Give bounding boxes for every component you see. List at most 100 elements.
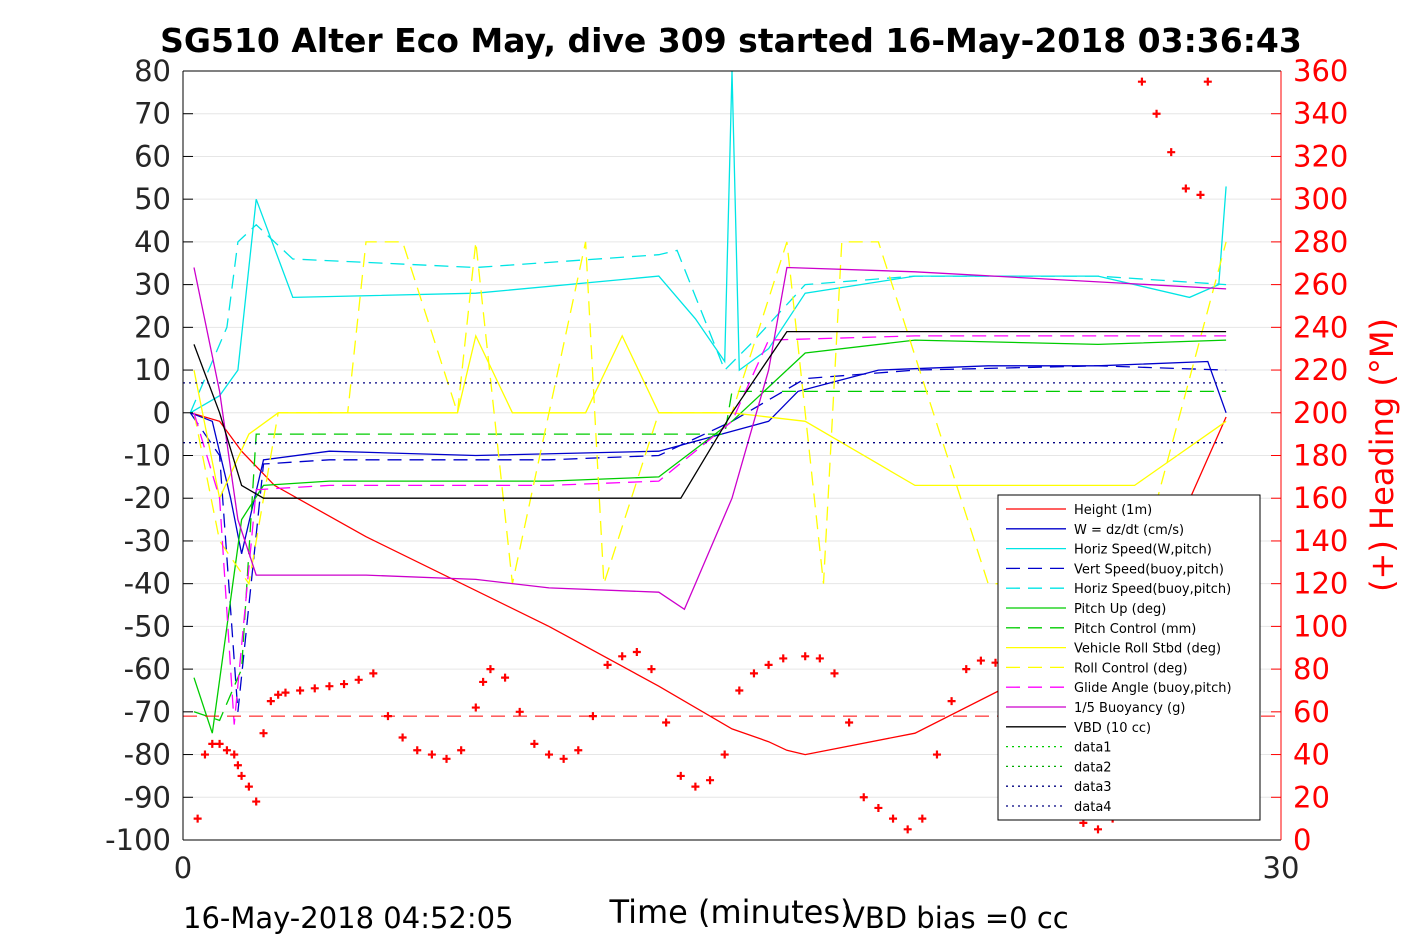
- series-line-1: [190, 360, 1227, 554]
- heading-point: [193, 814, 202, 823]
- y-tick-label: -90: [124, 780, 171, 814]
- heading-point: [413, 746, 422, 755]
- y-tick-label: -50: [124, 609, 171, 643]
- legend-label: Horiz Speed(W,pitch): [1074, 543, 1212, 558]
- heading-point: [874, 803, 883, 812]
- heading-point: [369, 669, 378, 678]
- heading-point: [237, 771, 246, 780]
- heading-point: [588, 712, 597, 721]
- y-right-tick-label: 240: [1293, 310, 1348, 344]
- heading-point: [486, 665, 495, 674]
- footer-timestamp: 16-May-2018 04:52:05: [183, 901, 514, 935]
- heading-point: [515, 707, 524, 716]
- y-right-tick-label: 340: [1293, 97, 1348, 131]
- heading-point: [310, 684, 319, 693]
- series-line-11: [193, 330, 1227, 499]
- heading-point: [932, 750, 941, 759]
- heading-point: [1203, 77, 1212, 86]
- y-tick-label: 20: [134, 310, 171, 344]
- heading-point: [1181, 184, 1190, 193]
- x-axis-label: Time (minutes): [609, 893, 853, 931]
- y-tick-label: -70: [124, 695, 171, 729]
- heading-point: [815, 654, 824, 663]
- footer-vbd-bias: VBD bias =0 cc: [845, 901, 1069, 935]
- y-tick-label: 30: [134, 268, 171, 302]
- y-tick-label: 50: [134, 182, 171, 216]
- legend-label: VBD (10 cc): [1074, 721, 1151, 736]
- heading-point: [222, 746, 231, 755]
- heading-point: [962, 665, 971, 674]
- heading-point: [889, 814, 898, 823]
- legend-label: data1: [1074, 741, 1112, 756]
- heading-point: [749, 669, 758, 678]
- series-line-7: [193, 333, 1227, 501]
- heading-point: [764, 660, 773, 669]
- y-right-tick-label: 220: [1293, 353, 1348, 387]
- heading-point: [559, 754, 568, 763]
- y-tick-label: -40: [124, 567, 171, 601]
- heading-point: [501, 673, 510, 682]
- legend-label: Pitch Up (deg): [1074, 602, 1166, 617]
- heading-point: [208, 739, 217, 748]
- y-tick-label: 0: [153, 396, 171, 430]
- heading-point: [845, 718, 854, 727]
- heading-point: [1196, 190, 1205, 199]
- x-tick-label: 30: [1263, 851, 1300, 885]
- y-right-tick-label: 360: [1293, 54, 1348, 88]
- legend-label: 1/5 Buoyancy (g): [1074, 701, 1185, 716]
- y-right-tick-label: 100: [1293, 609, 1348, 643]
- heading-point: [244, 782, 253, 791]
- heading-point: [530, 739, 539, 748]
- series-line-5: [193, 339, 1227, 734]
- x-tick-label: 0: [174, 851, 192, 885]
- heading-point: [200, 750, 209, 759]
- legend-label: data3: [1074, 780, 1112, 795]
- legend-label: Pitch Control (mm): [1074, 622, 1196, 637]
- y-tick-label: 10: [134, 353, 171, 387]
- chart-title: SG510 Alter Eco May, dive 309 started 16…: [160, 21, 1302, 60]
- heading-point: [266, 697, 275, 706]
- y-tick-label: -60: [124, 652, 171, 686]
- heading-point: [830, 669, 839, 678]
- heading-point: [230, 750, 239, 759]
- y-right-tick-label: 200: [1293, 396, 1348, 430]
- heading-point: [340, 680, 349, 689]
- y-right-tick-label: 40: [1293, 738, 1330, 772]
- y-right-tick-label: 20: [1293, 780, 1330, 814]
- heading-point: [479, 677, 488, 686]
- y-right-tick-label: 280: [1293, 225, 1348, 259]
- heading-point: [281, 688, 290, 697]
- legend-label: Glide Angle (buoy,pitch): [1074, 681, 1232, 696]
- heading-point: [1152, 109, 1161, 118]
- heading-point: [662, 718, 671, 727]
- heading-point: [427, 750, 436, 759]
- heading-point: [545, 750, 553, 759]
- legend-label: data2: [1074, 760, 1112, 775]
- legend-label: Height (1m): [1074, 503, 1152, 518]
- y-tick-label: -100: [105, 823, 171, 857]
- heading-point: [233, 761, 242, 770]
- legend-label: Horiz Speed(buoy,pitch): [1074, 582, 1231, 597]
- heading-point: [442, 754, 451, 763]
- y-tick-label: 70: [134, 97, 171, 131]
- legend-label: Vert Speed(buoy,pitch): [1074, 562, 1224, 577]
- y-right-tick-label: 260: [1293, 268, 1348, 302]
- heading-point: [947, 697, 956, 706]
- heading-point: [720, 750, 729, 759]
- heading-point: [383, 712, 392, 721]
- legend-label: data4: [1074, 800, 1112, 815]
- heading-point: [274, 690, 283, 699]
- heading-point: [398, 733, 407, 742]
- series-line-10: [193, 266, 1227, 611]
- heading-point: [215, 739, 224, 748]
- y-right-tick-label: 180: [1293, 439, 1348, 473]
- legend-label: Vehicle Roll Stbd (deg): [1074, 642, 1221, 657]
- heading-point: [457, 746, 466, 755]
- heading-point: [603, 660, 612, 669]
- heading-point: [574, 746, 583, 755]
- heading-point: [1094, 825, 1102, 834]
- heading-point: [691, 782, 700, 791]
- legend-label: Roll Control (deg): [1074, 661, 1188, 676]
- y-right-tick-label: 60: [1293, 695, 1330, 729]
